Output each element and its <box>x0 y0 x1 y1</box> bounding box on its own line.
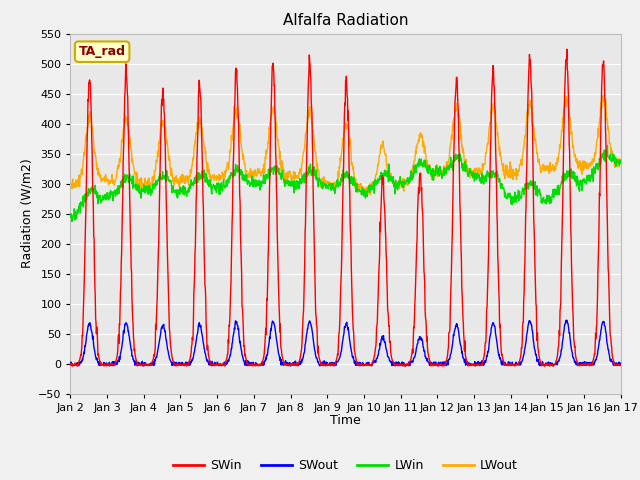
Text: TA_rad: TA_rad <box>79 45 125 58</box>
X-axis label: Time: Time <box>330 414 361 427</box>
Title: Alfalfa Radiation: Alfalfa Radiation <box>283 13 408 28</box>
Legend: SWin, SWout, LWin, LWout: SWin, SWout, LWin, LWout <box>168 455 523 477</box>
Y-axis label: Radiation (W/m2): Radiation (W/m2) <box>21 159 34 268</box>
